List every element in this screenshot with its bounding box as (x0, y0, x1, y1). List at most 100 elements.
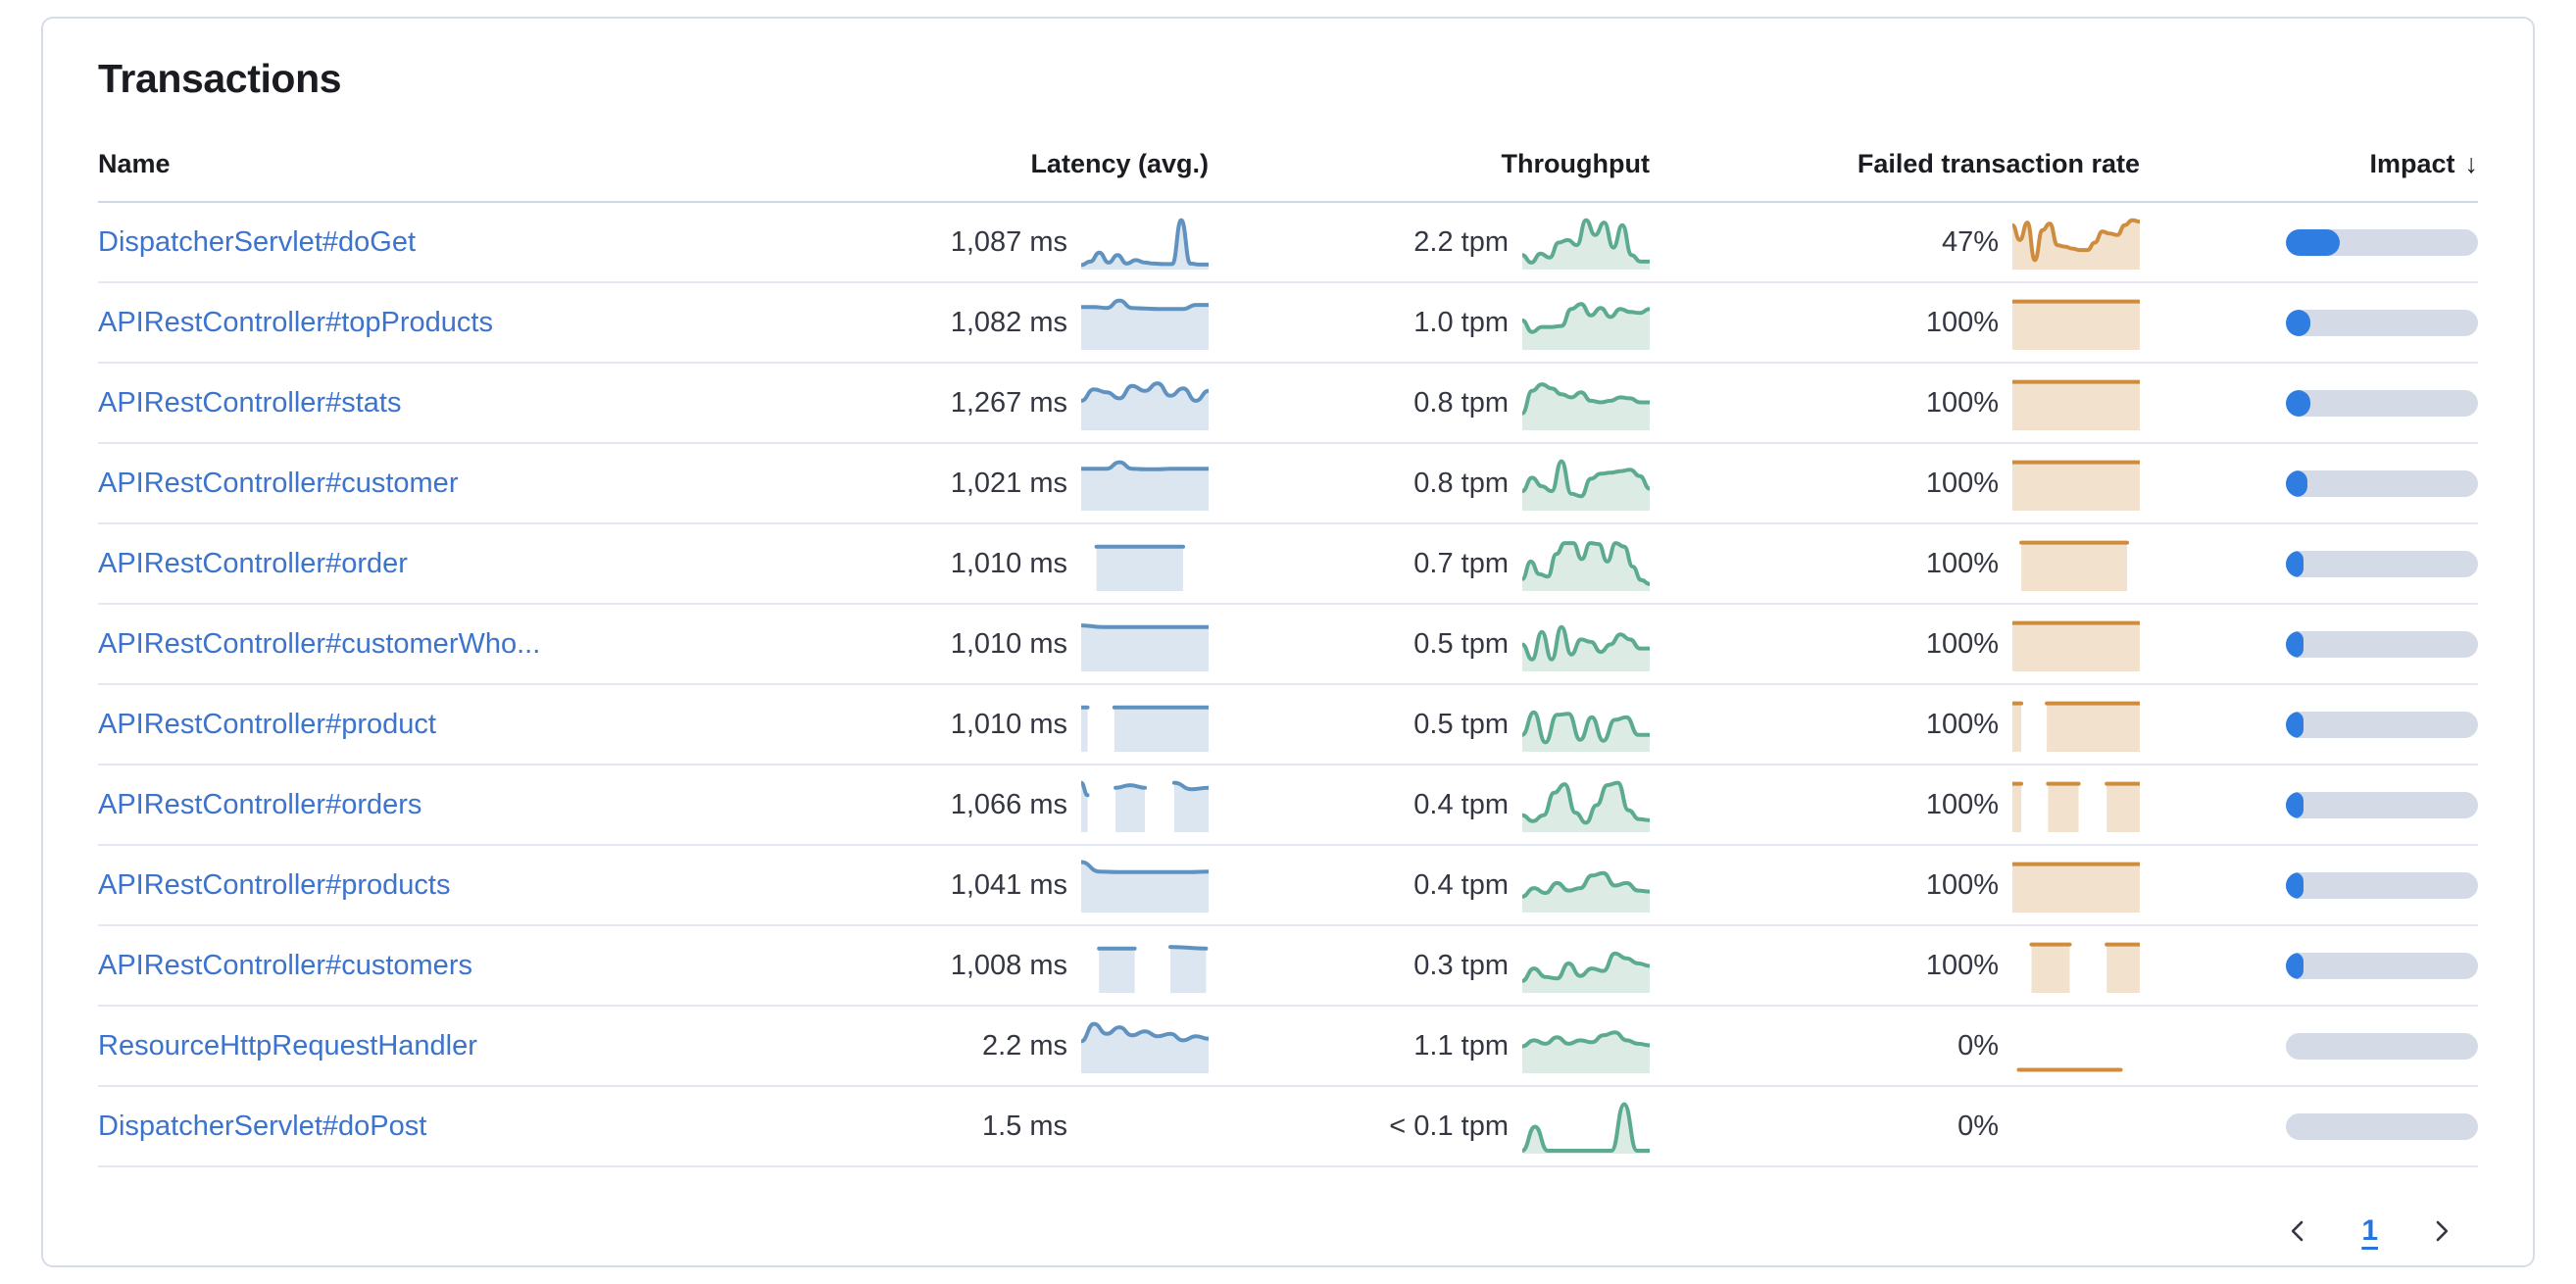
impact-bar-track (2286, 228, 2478, 256)
failed-rate-sparkline (2012, 536, 2140, 591)
transaction-name-link[interactable]: APIRestController#products (98, 868, 451, 901)
transaction-name-link[interactable]: APIRestController#orders (98, 788, 422, 820)
latency-value: 1,010 ms (950, 547, 1067, 579)
table-header-row: Name Latency (avg.) Throughput Failed tr… (98, 139, 2478, 203)
throughput-sparkline (1522, 777, 1650, 832)
transaction-row: ResourceHttpRequestHandler 2.2 ms 1.1 tp… (98, 1006, 2478, 1087)
transaction-row: APIRestController#customer 1,021 ms 0.8 … (98, 443, 2478, 524)
column-header-throughput[interactable]: Throughput (1209, 139, 1650, 203)
transaction-name-link[interactable]: APIRestController#product (98, 708, 436, 740)
transaction-row: APIRestController#customerWho... 1,010 m… (98, 604, 2478, 685)
latency-value: 1,082 ms (950, 306, 1067, 338)
transaction-row: APIRestController#customers 1,008 ms 0.3… (98, 925, 2478, 1007)
failed-rate-sparkline (2012, 617, 2140, 671)
failed-rate-sparkline (2012, 456, 2140, 511)
impact-bar-fill (2286, 871, 2304, 899)
latency-value: 1.5 ms (981, 1110, 1067, 1142)
transaction-name-link[interactable]: APIRestController#stats (98, 386, 402, 419)
throughput-value: 0.4 tpm (1413, 868, 1509, 901)
latency-sparkline (1081, 697, 1209, 752)
impact-bar-track (2286, 309, 2478, 336)
latency-sparkline (1081, 858, 1209, 913)
column-header-failed-rate[interactable]: Failed transaction rate (1650, 139, 2140, 203)
failed-rate-value: 47% (1941, 225, 1999, 258)
latency-value: 1,087 ms (950, 225, 1067, 258)
throughput-value: 2.2 tpm (1413, 225, 1509, 258)
throughput-sparkline (1522, 858, 1650, 913)
impact-bar-track (2286, 711, 2478, 738)
impact-bar-fill (2286, 630, 2304, 658)
transactions-panel: Transactions Name Latency (avg.) Through… (41, 17, 2535, 1267)
failed-rate-value: 100% (1925, 627, 1999, 660)
impact-bar-fill (2286, 550, 2304, 577)
throughput-sparkline (1522, 697, 1650, 752)
latency-value: 1,010 ms (950, 627, 1067, 660)
transaction-name-link[interactable]: APIRestController#topProducts (98, 306, 493, 338)
latency-value: 1,041 ms (950, 868, 1067, 901)
transaction-name-link[interactable]: APIRestController#customers (98, 949, 472, 981)
transactions-table: Name Latency (avg.) Throughput Failed tr… (98, 139, 2478, 1167)
latency-sparkline (1081, 536, 1209, 591)
next-page-button[interactable] (2423, 1212, 2460, 1250)
transaction-row: APIRestController#product 1,010 ms 0.5 t… (98, 684, 2478, 765)
impact-bar-track (2286, 389, 2478, 417)
transaction-row: APIRestController#products 1,041 ms 0.4 … (98, 845, 2478, 926)
latency-sparkline (1081, 1099, 1209, 1154)
latency-sparkline (1081, 1018, 1209, 1073)
transactions-table-body: DispatcherServlet#doGet 1,087 ms 2.2 tpm… (98, 202, 2478, 1167)
throughput-sparkline (1522, 617, 1650, 671)
chevron-right-icon (2436, 1220, 2449, 1242)
impact-bar-fill (2286, 228, 2340, 256)
throughput-value: 0.7 tpm (1413, 547, 1509, 579)
latency-sparkline (1081, 938, 1209, 993)
failed-rate-sparkline (2012, 215, 2140, 270)
failed-rate-sparkline (2012, 697, 2140, 752)
transaction-name-link[interactable]: APIRestController#customer (98, 467, 459, 499)
column-header-impact[interactable]: Impact ↓ (2140, 139, 2478, 203)
failed-rate-sparkline (2012, 1099, 2140, 1154)
failed-rate-sparkline (2012, 375, 2140, 430)
previous-page-button[interactable] (2279, 1212, 2316, 1250)
latency-value: 2.2 ms (981, 1029, 1067, 1062)
throughput-sparkline (1522, 456, 1650, 511)
transaction-row: DispatcherServlet#doPost 1.5 ms < 0.1 tp… (98, 1086, 2478, 1167)
transaction-name-link[interactable]: DispatcherServlet#doPost (98, 1110, 427, 1142)
throughput-sparkline (1522, 295, 1650, 350)
latency-sparkline (1081, 456, 1209, 511)
throughput-value: 0.5 tpm (1413, 627, 1509, 660)
latency-value: 1,066 ms (950, 788, 1067, 820)
latency-value: 1,008 ms (950, 949, 1067, 981)
failed-rate-sparkline (2012, 858, 2140, 913)
throughput-sparkline (1522, 215, 1650, 270)
transaction-name-link[interactable]: ResourceHttpRequestHandler (98, 1029, 477, 1062)
failed-rate-value: 100% (1925, 467, 1999, 499)
transaction-name-link[interactable]: DispatcherServlet#doGet (98, 225, 416, 258)
throughput-value: 0.8 tpm (1413, 386, 1509, 419)
impact-bar-fill (2286, 791, 2304, 818)
impact-bar-track (2286, 791, 2478, 818)
throughput-sparkline (1522, 1099, 1650, 1154)
failed-rate-sparkline (2012, 295, 2140, 350)
impact-bar-fill (2286, 469, 2307, 497)
latency-value: 1,010 ms (950, 708, 1067, 740)
column-header-name: Name (98, 139, 748, 203)
pagination: 1 (98, 1212, 2478, 1250)
latency-sparkline (1081, 215, 1209, 270)
impact-bar-fill (2286, 389, 2311, 417)
throughput-value: 0.5 tpm (1413, 708, 1509, 740)
column-header-latency[interactable]: Latency (avg.) (748, 139, 1209, 203)
impact-bar-track (2286, 630, 2478, 658)
failed-rate-sparkline (2012, 1018, 2140, 1073)
latency-sparkline (1081, 295, 1209, 350)
transaction-name-link[interactable]: APIRestController#order (98, 547, 408, 579)
transaction-row: DispatcherServlet#doGet 1,087 ms 2.2 tpm… (98, 202, 2478, 283)
failed-rate-value: 100% (1925, 708, 1999, 740)
latency-sparkline (1081, 777, 1209, 832)
latency-value: 1,021 ms (950, 467, 1067, 499)
impact-bar-track (2286, 1032, 2478, 1060)
throughput-sparkline (1522, 375, 1650, 430)
transaction-row: APIRestController#topProducts 1,082 ms 1… (98, 282, 2478, 364)
transaction-name-link[interactable]: APIRestController#customerWho... (98, 627, 541, 660)
failed-rate-value: 100% (1925, 386, 1999, 419)
page-number-current[interactable]: 1 (2361, 1214, 2378, 1247)
